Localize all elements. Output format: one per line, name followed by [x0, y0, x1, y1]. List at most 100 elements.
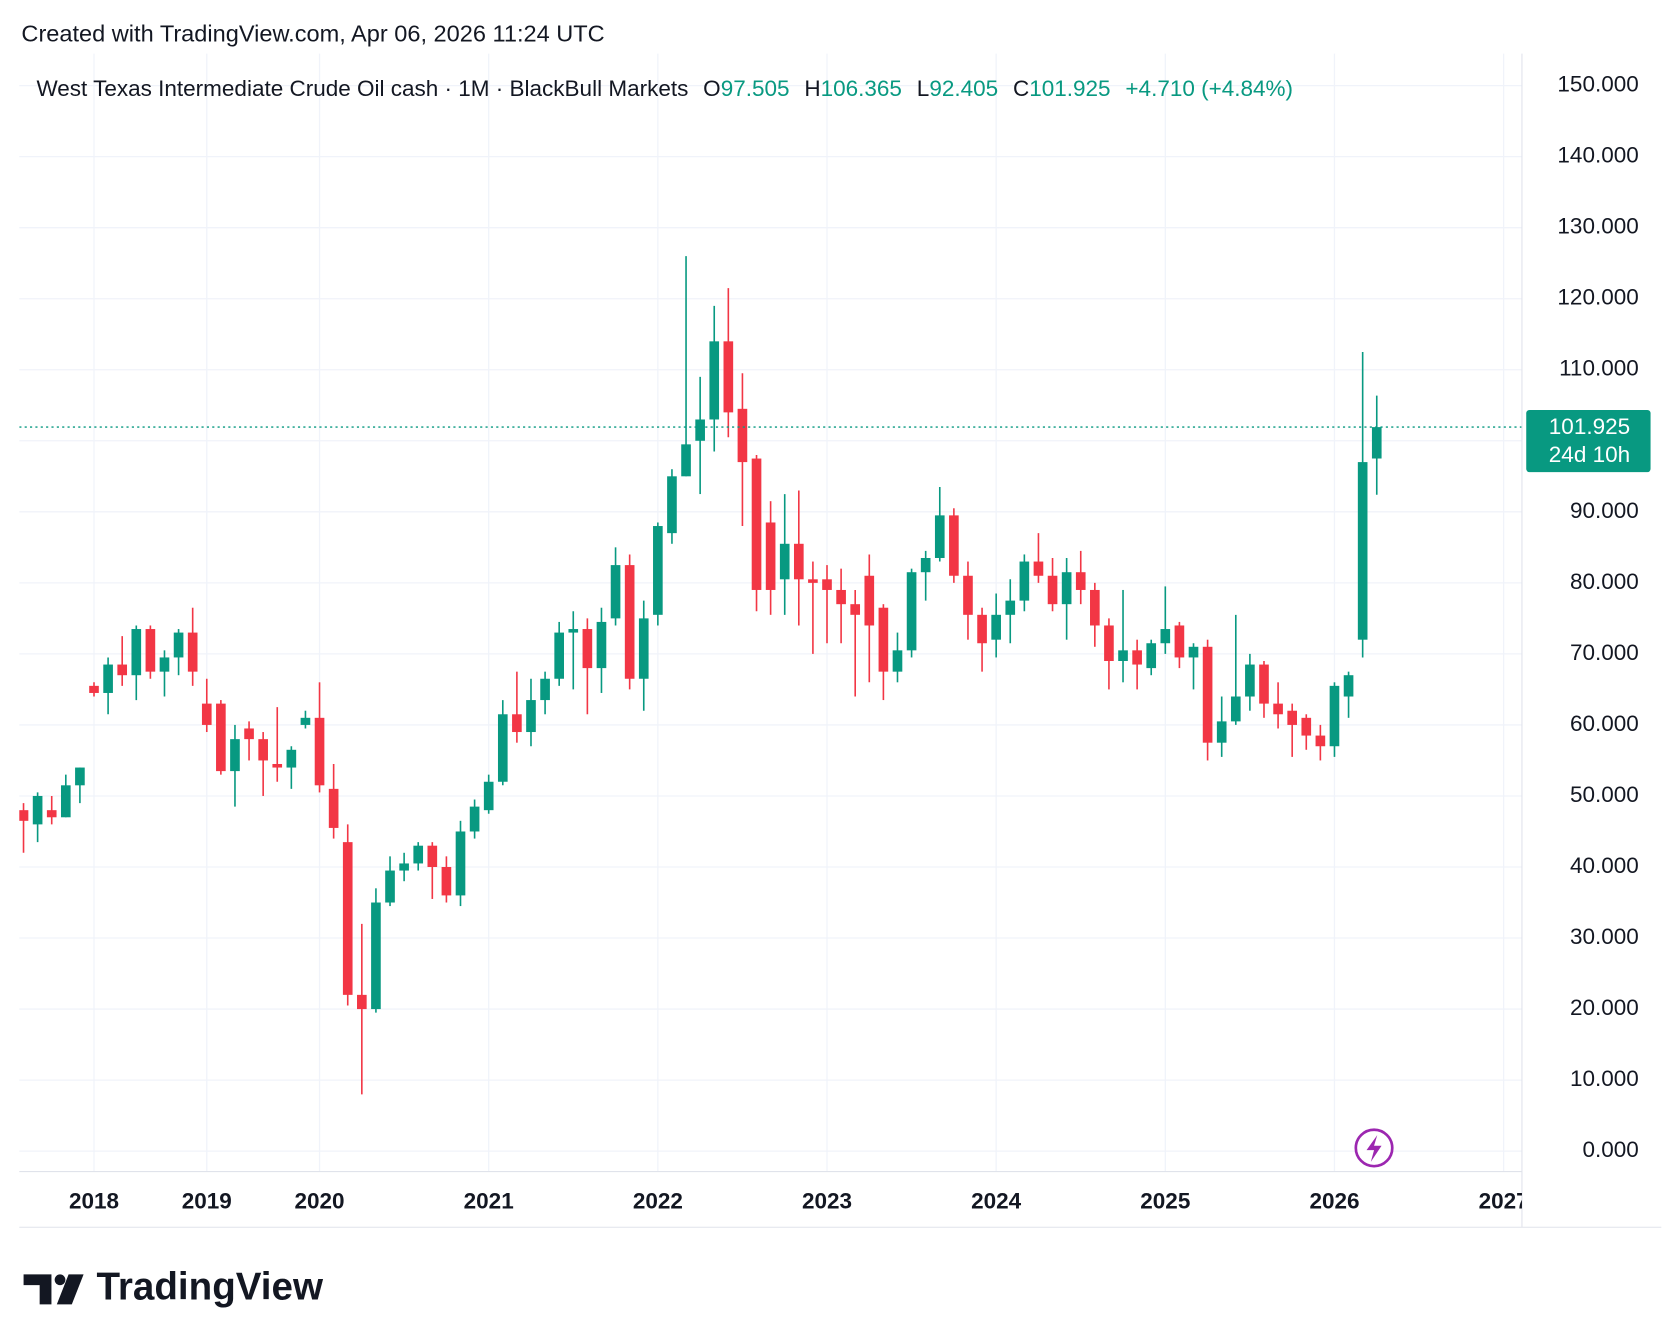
- legend-low: 92.405: [929, 76, 998, 101]
- candle-body: [963, 575, 973, 615]
- candle-body: [920, 557, 931, 573]
- candle-body: [808, 579, 818, 583]
- candle-body: [314, 717, 325, 786]
- legend-l: L: [917, 76, 930, 101]
- candle-body: [159, 657, 170, 672]
- candle-body: [934, 515, 945, 558]
- candle-body: [751, 458, 762, 590]
- legend-o: O: [703, 76, 721, 101]
- candle-body: [1146, 643, 1157, 669]
- candle-body: [1301, 717, 1312, 736]
- candle-body: [357, 994, 367, 1010]
- lightning-bolt[interactable]: [1366, 1135, 1382, 1162]
- candle-body: [568, 629, 579, 633]
- candle-body: [949, 515, 959, 576]
- candle-body: [793, 543, 804, 580]
- candle-body: [709, 341, 720, 420]
- candle-body: [582, 629, 593, 669]
- x-tick-label: 2025: [1140, 1189, 1190, 1214]
- y-tick-label: 150.000: [1557, 72, 1638, 97]
- grid: [19, 53, 1522, 1172]
- candle-body: [1090, 589, 1100, 626]
- time-axis: 2018 2019 2020 2021 2022 2023 2024 2025 2026 2027: [69, 1189, 1522, 1214]
- logo-part: [54, 1274, 66, 1286]
- candle-body: [89, 685, 99, 693]
- legend-change: +4.710 (+4.84%): [1125, 76, 1293, 101]
- candle-body: [60, 785, 71, 818]
- legend-title: West Texas Intermediate Crude Oil cash ·…: [36, 76, 688, 101]
- legend-open: 97.505: [721, 76, 790, 101]
- candle-body: [1371, 427, 1382, 459]
- y-tick-label: 0.000: [1582, 1137, 1638, 1162]
- candle-body: [216, 703, 226, 772]
- y-tick-label: 120.000: [1557, 285, 1638, 310]
- last-price-label: 101.925: [1549, 414, 1630, 439]
- candle-body: [1075, 572, 1086, 590]
- last-price-tag: [1526, 409, 1651, 473]
- candle-body: [328, 788, 339, 828]
- x-tick-label: 2026: [1309, 1189, 1359, 1214]
- candle-body: [892, 650, 903, 672]
- candle-body: [1202, 646, 1213, 743]
- logo-part: [56, 1274, 84, 1305]
- candle-body: [1329, 685, 1340, 747]
- candle-body: [399, 863, 409, 871]
- candle-body: [427, 845, 438, 867]
- candle-body: [1033, 561, 1044, 576]
- brand: TradingView: [23, 1266, 324, 1309]
- y-tick-label: 40.000: [1570, 853, 1639, 878]
- candle-body: [385, 870, 395, 903]
- y-tick-label: 130.000: [1557, 214, 1638, 239]
- x-tick-label: 2023: [802, 1189, 852, 1214]
- candle-body: [1216, 721, 1227, 743]
- candle-body: [455, 831, 466, 896]
- candle-body: [624, 565, 635, 679]
- candle-body: [991, 614, 1001, 640]
- candle-body: [1188, 646, 1199, 658]
- x-tick-label: 2021: [464, 1189, 514, 1214]
- candle-body: [32, 795, 43, 825]
- candle-body: [1047, 575, 1058, 605]
- candle-body: [187, 632, 198, 672]
- logo-part: [23, 1274, 52, 1305]
- candle-body: [1019, 561, 1030, 601]
- lightning-icon[interactable]: [1354, 1128, 1394, 1168]
- candle-body: [822, 579, 832, 590]
- candle-body: [1061, 572, 1072, 605]
- candle-body: [103, 664, 113, 693]
- y-tick-label: 70.000: [1570, 640, 1639, 665]
- x-tick-label: 2020: [295, 1189, 345, 1214]
- candle-body: [667, 476, 677, 534]
- candle-body: [878, 607, 889, 672]
- x-tick-label: 2019: [182, 1189, 232, 1214]
- candle-body: [737, 408, 748, 463]
- candle-body: [75, 767, 85, 786]
- candle-body: [512, 714, 522, 733]
- candle-body: [723, 341, 734, 413]
- candle-body: [1174, 625, 1185, 658]
- candle-body: [244, 728, 254, 740]
- y-tick-label: 110.000: [1559, 356, 1639, 381]
- candle-body: [300, 717, 311, 725]
- candle-body: [371, 902, 381, 1010]
- candle-body: [173, 632, 184, 658]
- x-tick-label: 2022: [633, 1189, 683, 1214]
- candle-body: [554, 632, 565, 679]
- candle-body: [441, 867, 452, 896]
- y-tick-label: 10.000: [1570, 1066, 1639, 1091]
- candle-body: [413, 845, 424, 864]
- candle-body: [272, 763, 283, 768]
- candle-body: [1118, 650, 1128, 661]
- candle-body: [610, 565, 621, 619]
- brand-name: TradingView: [96, 1266, 324, 1309]
- candle-body: [526, 700, 536, 733]
- candle-body: [1273, 703, 1283, 715]
- candle-body: [117, 664, 128, 676]
- candle-body: [540, 678, 550, 701]
- y-tick-label: 60.000: [1570, 711, 1639, 736]
- legend-h: H: [804, 76, 820, 101]
- countdown-label: 24d 10h: [1549, 442, 1630, 467]
- candle-body: [483, 781, 494, 811]
- price-axis: 0.000 10.000 20.000 30.000 40.000 50.000 60.00…: [1557, 72, 1638, 1163]
- candle-body: [1343, 675, 1354, 697]
